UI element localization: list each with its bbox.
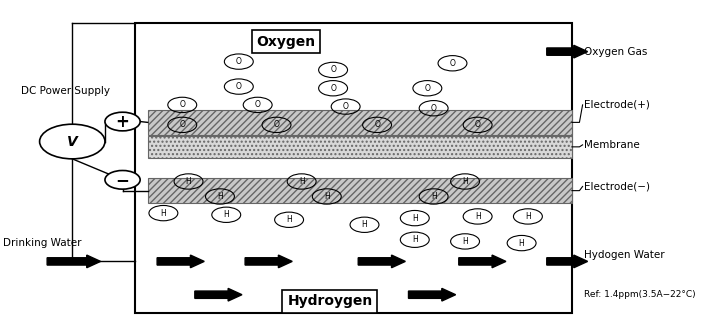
Text: O: O xyxy=(330,84,336,93)
Text: O: O xyxy=(431,104,437,113)
Text: Oxygen: Oxygen xyxy=(256,35,315,49)
Text: O: O xyxy=(236,57,241,66)
Text: H: H xyxy=(475,212,480,221)
Text: Electrode(+): Electrode(+) xyxy=(585,100,650,110)
Text: H: H xyxy=(286,215,292,224)
Text: Drinking Water: Drinking Water xyxy=(3,238,81,248)
Text: O: O xyxy=(255,100,260,110)
Text: O: O xyxy=(179,100,185,110)
Text: V: V xyxy=(67,135,78,149)
Text: O: O xyxy=(274,120,279,130)
FancyArrow shape xyxy=(157,255,204,268)
Text: H: H xyxy=(412,213,418,223)
Text: H: H xyxy=(161,208,166,218)
Text: H: H xyxy=(324,192,330,201)
Text: H: H xyxy=(525,212,531,221)
Text: H: H xyxy=(185,177,192,186)
Bar xyxy=(147,110,572,135)
Text: H: H xyxy=(217,192,223,201)
Text: Electrode(−): Electrode(−) xyxy=(585,181,651,191)
FancyArrow shape xyxy=(409,288,456,301)
Text: O: O xyxy=(475,120,481,130)
Text: Hydroygen: Hydroygen xyxy=(287,294,373,308)
Text: O: O xyxy=(236,82,241,91)
Bar xyxy=(147,178,572,203)
Circle shape xyxy=(105,112,140,131)
Text: DC Power Supply: DC Power Supply xyxy=(22,86,110,96)
Text: H: H xyxy=(431,192,437,201)
Text: Ref: 1.4ppm(3.5A−22°C): Ref: 1.4ppm(3.5A−22°C) xyxy=(585,290,696,299)
FancyArrow shape xyxy=(47,255,100,268)
Text: Hydogen Water: Hydogen Water xyxy=(585,250,665,260)
Text: H: H xyxy=(362,220,367,229)
Text: +: + xyxy=(116,113,129,131)
Circle shape xyxy=(105,170,140,189)
Text: H: H xyxy=(412,235,418,244)
FancyArrow shape xyxy=(547,45,588,58)
Text: H: H xyxy=(299,177,305,186)
FancyArrow shape xyxy=(547,255,588,268)
Text: Oxygen Gas: Oxygen Gas xyxy=(585,47,648,57)
Circle shape xyxy=(39,124,105,159)
FancyArrow shape xyxy=(195,288,242,301)
Text: H: H xyxy=(462,237,468,246)
Text: −: − xyxy=(116,171,129,189)
Text: O: O xyxy=(179,120,185,130)
Text: O: O xyxy=(425,84,430,93)
Bar xyxy=(147,136,572,158)
Text: H: H xyxy=(519,238,524,248)
Text: O: O xyxy=(343,102,349,111)
FancyArrow shape xyxy=(459,255,506,268)
Text: O: O xyxy=(374,120,380,130)
FancyArrow shape xyxy=(358,255,405,268)
Text: H: H xyxy=(223,210,229,219)
Text: O: O xyxy=(449,59,456,68)
FancyArrow shape xyxy=(245,255,292,268)
Text: O: O xyxy=(330,65,336,75)
Bar xyxy=(135,23,572,313)
Text: Membrane: Membrane xyxy=(585,140,640,150)
Text: H: H xyxy=(462,177,468,186)
